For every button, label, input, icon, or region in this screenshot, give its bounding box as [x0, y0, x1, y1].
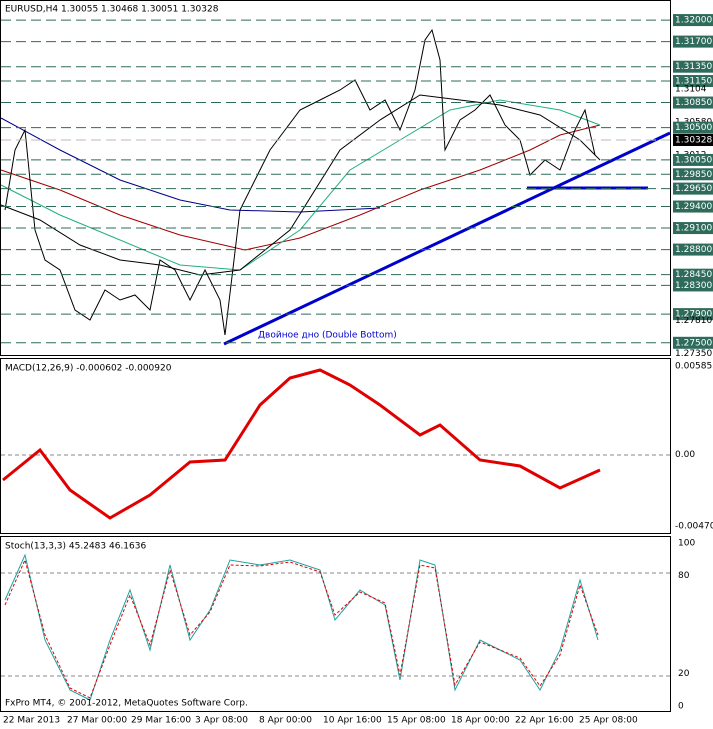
- macd-axis-label: -0.004706: [675, 522, 713, 532]
- stoch-main-line: [4, 553, 599, 701]
- time-label: 8 Apr 00:00: [259, 716, 312, 726]
- price-label-box: [673, 75, 713, 88]
- time-label: 18 Apr 00:00: [451, 716, 510, 726]
- price-label: 1.27500: [675, 338, 712, 348]
- price-label: 1.29400: [675, 202, 712, 212]
- price-label: 1.32000: [675, 16, 712, 26]
- price-label: 1.31350: [675, 62, 712, 72]
- price-label: 1.29650: [675, 184, 712, 194]
- time-label: 29 Mar 16:00: [131, 716, 191, 726]
- price-label-box: [673, 60, 713, 73]
- stoch-axis-label: 0: [678, 702, 684, 712]
- time-label: 3 Apr 08:00: [195, 716, 248, 726]
- chart-annotation: Двойное дно (Double Bottom): [258, 331, 397, 341]
- price-label-box: [673, 222, 713, 235]
- stoch-label: Stoch(13,3,3) 45.2483 46.1636: [5, 542, 146, 552]
- price-label-box: [673, 153, 713, 166]
- price-label: 1.27350: [675, 349, 712, 359]
- stoch-axis-label: 20: [678, 669, 690, 679]
- price-label: 1.29850: [675, 170, 712, 180]
- price-label: 1.31700: [675, 37, 712, 47]
- price-label: 1.30850: [675, 98, 712, 108]
- price-label: 1.27900: [675, 310, 712, 320]
- time-label: 22 Mar 2013: [3, 716, 60, 726]
- moving-average-blue: [0, 117, 381, 213]
- stoch-axis-label: 100: [678, 539, 695, 549]
- stoch-panel-frame: [0, 536, 671, 712]
- price-label-box: [673, 121, 713, 134]
- moving-average-green: [0, 99, 601, 271]
- price-label: 1.3104: [675, 84, 707, 94]
- moving-average-black: [0, 94, 601, 276]
- price-label: 1.28800: [675, 245, 712, 255]
- macd-signal-line: [2, 368, 601, 520]
- moving-average-red: [0, 124, 601, 251]
- price-label-box: [673, 96, 713, 109]
- copyright: FxPro MT4, © 2001-2012, MetaQuotes Softw…: [5, 699, 248, 709]
- price-label-box: [673, 182, 713, 195]
- price-label: 1.28300: [675, 281, 712, 291]
- price-label-box: [673, 35, 713, 48]
- price-label-box: [673, 14, 713, 27]
- price-candles: [4, 28, 596, 336]
- price-label-box: [673, 308, 713, 321]
- macd-panel-frame: [0, 358, 671, 534]
- stoch-signal-line: [4, 558, 599, 699]
- price-label-box: [673, 268, 713, 281]
- macd-label: MACD(12,26,9) -0.000602 -0.000920: [5, 364, 172, 374]
- price-label-box: [673, 200, 713, 213]
- macd-axis-label: 0.00: [675, 450, 695, 460]
- price-label: 1.30500: [675, 123, 712, 133]
- price-label: 1.29100: [675, 224, 712, 234]
- price-label-box: [673, 168, 713, 181]
- price-label: 1.31150: [675, 77, 712, 87]
- trend-line: [223, 131, 671, 346]
- price-label: 1.30050: [675, 155, 712, 165]
- price-label: 1.30328: [675, 135, 712, 145]
- time-label: 22 Apr 16:00: [515, 716, 574, 726]
- symbol-header: EURUSD,H4 1.30055 1.30468 1.30051 1.3032…: [5, 5, 219, 15]
- indicator-drawings: [0, 28, 671, 701]
- time-label: 15 Apr 08:00: [387, 716, 446, 726]
- time-label: 27 Mar 00:00: [67, 716, 127, 726]
- macd-axis-label: 0.005853: [675, 362, 713, 372]
- time-label: 25 Apr 08:00: [579, 716, 638, 726]
- price-label: 1.27810: [675, 316, 712, 326]
- price-label: 1.28450: [675, 270, 712, 280]
- time-label: 10 Apr 16:00: [323, 716, 382, 726]
- price-label-box: [673, 243, 713, 256]
- price-label-box: [673, 133, 713, 146]
- price-label-box: [673, 279, 713, 292]
- stoch-axis-label: 80: [678, 571, 690, 581]
- price-label-box: [673, 336, 713, 349]
- main-panel-frame: [0, 0, 671, 356]
